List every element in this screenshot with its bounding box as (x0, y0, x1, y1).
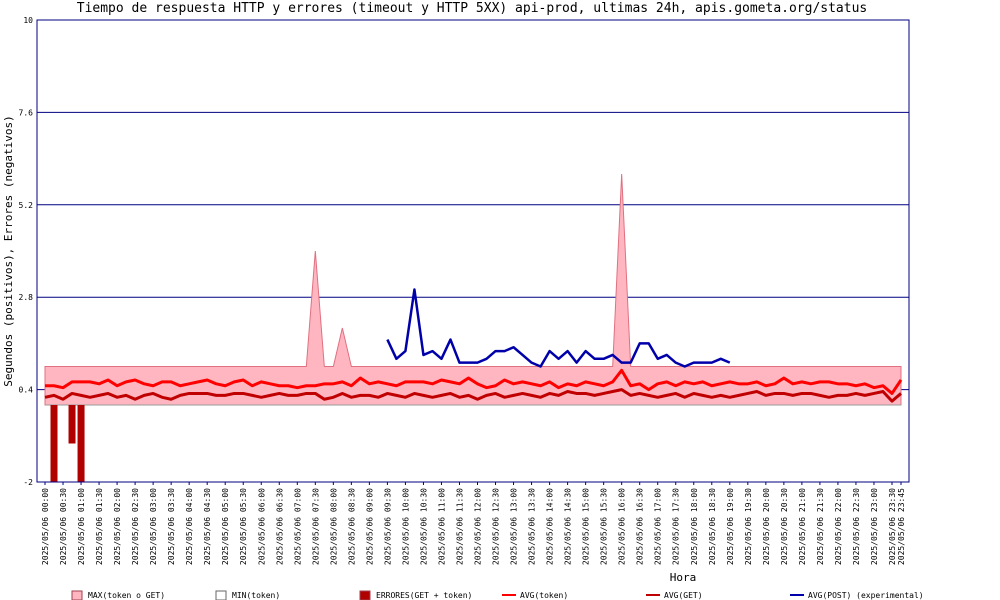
x-tick-label: 2025/05/06 13:00 (510, 488, 519, 565)
x-tick-label: 2025/05/06 21:30 (816, 488, 825, 565)
x-tick-label: 2025/05/06 16:00 (618, 488, 627, 565)
y-tick-label: 2.8 (19, 293, 34, 302)
x-tick-label: 2025/05/06 08:00 (329, 488, 338, 565)
x-tick-label: 2025/05/06 03:00 (149, 488, 158, 565)
y-tick-label: 0.4 (19, 386, 34, 395)
x-tick-label: 2025/05/06 04:30 (203, 488, 212, 565)
x-tick-label: 2025/05/06 23:45 (897, 488, 906, 565)
legend-label: AVG(token) (520, 591, 568, 600)
plot-frame (36, 19, 910, 483)
legend-swatch (215, 590, 227, 600)
y-tick-label: 7.6 (19, 108, 34, 117)
x-tick-label: 2025/05/06 17:00 (654, 488, 663, 565)
y-tick-label: 10 (23, 16, 33, 25)
x-tick-label: 2025/05/06 08:30 (347, 488, 356, 565)
x-tick-label: 2025/05/06 07:30 (311, 488, 320, 565)
bar (77, 405, 85, 482)
x-tick-label: 2025/05/06 02:30 (131, 488, 140, 565)
bar (50, 405, 58, 482)
x-tick-label: 2025/05/06 07:00 (293, 488, 302, 565)
x-tick-label: 2025/05/06 06:30 (275, 488, 284, 565)
legend-swatch (71, 590, 83, 600)
x-tick-label: 2025/05/06 18:30 (708, 488, 717, 565)
x-tick-label: 2025/05/06 05:30 (239, 488, 248, 565)
x-tick-label: 2025/05/06 11:00 (437, 488, 446, 565)
x-axis-label: Hora (670, 571, 697, 584)
x-tick-label: 2025/05/06 15:30 (600, 488, 609, 565)
x-tick-label: 2025/05/06 10:00 (401, 488, 410, 565)
y-axis-label: Segundos (positivos), Errores (negativos… (2, 115, 15, 387)
x-tick-label: 2025/05/06 03:30 (167, 488, 176, 565)
x-tick-label: 2025/05/06 17:30 (672, 488, 681, 565)
x-tick-label: 2025/05/06 10:30 (419, 488, 428, 565)
legend-label: ERRORES(GET + token) (376, 591, 472, 600)
y-tick-label: -2 (23, 478, 33, 487)
legend-swatch (359, 590, 371, 600)
x-tick-label: 2025/05/06 05:00 (221, 488, 230, 565)
x-tick-label: 2025/05/06 20:30 (780, 488, 789, 565)
x-tick-label: 2025/05/06 13:30 (528, 488, 537, 565)
x-tick-label: 2025/05/06 00:00 (41, 488, 50, 565)
x-tick-label: 2025/05/06 16:30 (636, 488, 645, 565)
x-tick-label: 2025/05/06 06:00 (257, 488, 266, 565)
x-tick-label: 2025/05/06 23:30 (888, 488, 897, 565)
x-tick-label: 2025/05/06 22:00 (834, 488, 843, 565)
legend-label: AVG(POST) (experimental) (808, 591, 924, 600)
x-tick-label: 2025/05/06 04:00 (185, 488, 194, 565)
y-tick-label: 5.2 (19, 201, 34, 210)
x-tick-label: 2025/05/06 01:00 (77, 488, 86, 565)
x-tick-label: 2025/05/06 15:00 (582, 488, 591, 565)
line (386, 288, 731, 368)
legend-label: AVG(GET) (664, 591, 703, 600)
x-tick-label: 2025/05/06 00:30 (59, 488, 68, 565)
x-tick-label: 2025/05/06 12:30 (492, 488, 501, 565)
x-tick-label: 2025/05/06 11:30 (455, 488, 464, 565)
x-tick-label: 2025/05/06 12:00 (474, 488, 483, 565)
bar (68, 405, 76, 444)
x-tick-label: 2025/05/06 21:00 (798, 488, 807, 565)
chart-title: Tiempo de respuesta HTTP y errores (time… (77, 1, 868, 16)
x-tick-label: 2025/05/06 22:30 (852, 488, 861, 565)
legend-label: MIN(token) (232, 591, 280, 600)
x-tick-label: 2025/05/06 14:00 (546, 488, 555, 565)
x-tick-label: 2025/05/06 09:30 (383, 488, 392, 565)
x-tick-label: 2025/05/06 01:30 (95, 488, 104, 565)
x-tick-label: 2025/05/06 19:00 (726, 488, 735, 565)
x-tick-label: 2025/05/06 02:00 (113, 488, 122, 565)
line (45, 368, 903, 395)
x-tick-label: 2025/05/06 20:00 (762, 488, 771, 565)
x-tick-label: 2025/05/06 18:00 (690, 488, 699, 565)
line (44, 388, 902, 403)
legend-label: MAX(token o GET) (88, 591, 165, 600)
x-tick-label: 2025/05/06 23:00 (870, 488, 879, 565)
x-tick-label: 2025/05/06 09:00 (365, 488, 374, 565)
x-tick-label: 2025/05/06 14:30 (564, 488, 573, 565)
x-tick-label: 2025/05/06 19:30 (744, 488, 753, 565)
